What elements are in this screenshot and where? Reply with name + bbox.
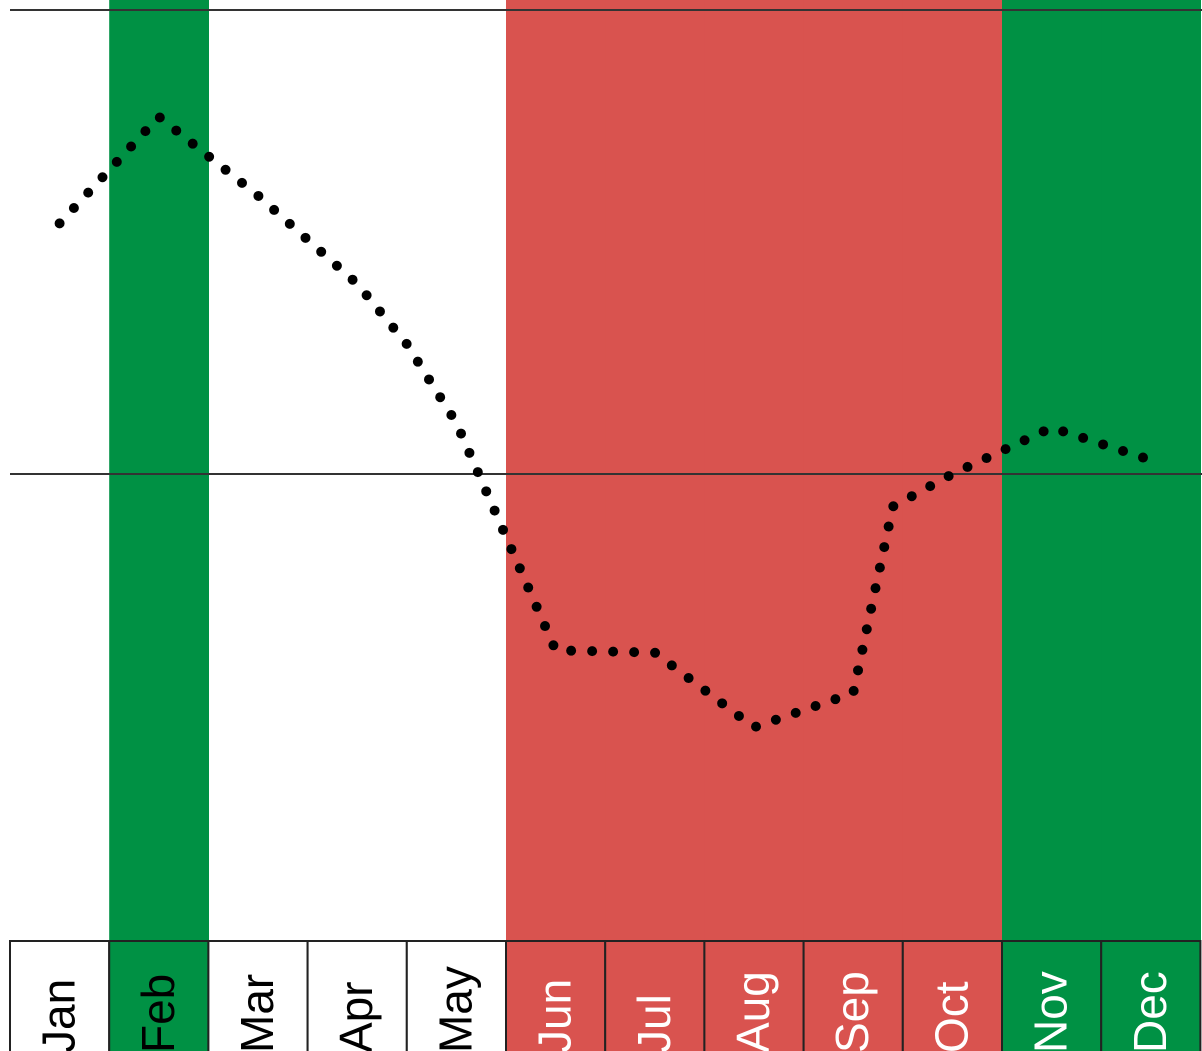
month-label-oct: Oct bbox=[925, 981, 977, 1051]
month-bands bbox=[109, 0, 1201, 941]
month-cell-apr bbox=[306, 940, 408, 1051]
month-cell-jan bbox=[9, 940, 111, 1051]
month-band-dec bbox=[1101, 0, 1201, 941]
month-band-oct bbox=[902, 0, 1003, 941]
month-axis-table: Jan Feb Mar Apr May Jun Jul Aug Sep Oct Nov Dec bbox=[9, 940, 1202, 1051]
month-label-may: May bbox=[429, 966, 481, 1051]
month-cell-dec bbox=[1100, 940, 1202, 1051]
series-line-group bbox=[54, 111, 1156, 733]
month-cell-sep bbox=[802, 940, 904, 1051]
month-label-dec: Dec bbox=[1124, 971, 1176, 1051]
month-band-aug bbox=[704, 0, 805, 941]
month-cell-mar bbox=[207, 940, 309, 1051]
month-label-nov: Nov bbox=[1025, 971, 1077, 1051]
month-band-sep bbox=[803, 0, 904, 941]
month-label-sep: Sep bbox=[826, 971, 878, 1051]
month-band-nov bbox=[1002, 0, 1102, 941]
data-point bbox=[456, 422, 457, 423]
month-label-aug: Aug bbox=[727, 971, 779, 1051]
month-label-jul: Jul bbox=[628, 994, 680, 1051]
month-label-jan: Jan bbox=[33, 979, 85, 1051]
month-cell-oct bbox=[901, 940, 1003, 1051]
month-band-feb bbox=[109, 0, 209, 941]
month-label-jun: Jun bbox=[529, 979, 581, 1051]
series-line bbox=[54, 111, 1156, 733]
month-cell-jun bbox=[505, 940, 607, 1051]
month-band-jul bbox=[605, 0, 705, 941]
month-cell-nov bbox=[1001, 940, 1103, 1051]
month-cell-feb bbox=[108, 940, 210, 1051]
month-cell-may bbox=[405, 940, 507, 1051]
month-label-mar: Mar bbox=[231, 974, 283, 1051]
month-label-feb: Feb bbox=[132, 974, 184, 1051]
month-band-jun bbox=[506, 0, 606, 941]
month-cell-aug bbox=[703, 940, 805, 1051]
data-point bbox=[357, 283, 358, 284]
month-label-apr: Apr bbox=[330, 981, 382, 1051]
